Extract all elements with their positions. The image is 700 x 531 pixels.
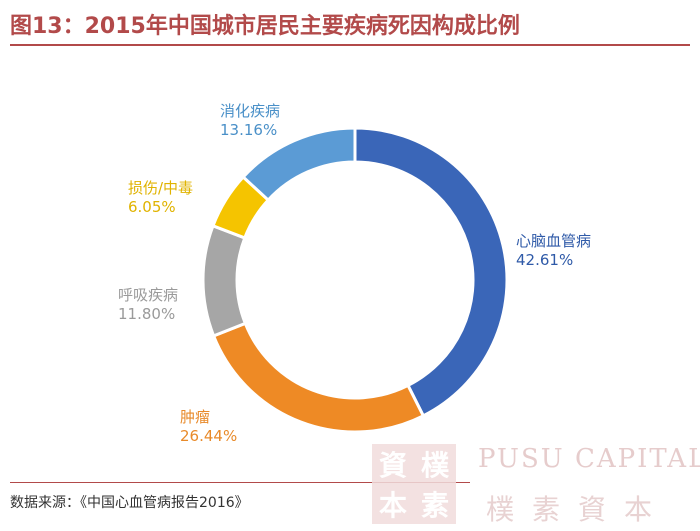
watermark-brand-cn: 樸素資本	[486, 493, 671, 526]
slice-respiratory	[201, 223, 248, 338]
slice-label-respiratory-value: 11.80%	[118, 305, 176, 323]
slice-label-respiratory-name: 呼吸疾病	[118, 286, 179, 304]
source-divider	[10, 482, 470, 483]
slice-label-digestive-value: 13.16%	[220, 121, 278, 139]
seal-char: 資	[378, 449, 407, 482]
slice-label-respiratory: 呼吸疾病 11.80%	[118, 286, 178, 324]
slice-label-tumor: 肿瘤 26.44%	[180, 408, 237, 446]
watermark-brand-en: PUSU CAPITAL	[478, 444, 700, 474]
slice-label-injury-name: 损伤/中毒	[128, 179, 194, 197]
chart-title: 图13：2015年中国城市居民主要疾病死因构成比例	[10, 14, 520, 39]
slice-label-digestive-name: 消化疾病	[220, 102, 281, 120]
data-source-note: 数据来源：《中国心血管病报告2016》	[10, 495, 249, 511]
slice-label-injury-value: 6.05%	[128, 198, 176, 216]
slice-label-tumor-value: 26.44%	[180, 427, 238, 445]
slice-cardiovascular	[353, 126, 509, 418]
seal-char: 樸	[420, 449, 449, 482]
slice-label-cardiovascular-name: 心脑血管病	[516, 232, 592, 250]
slice-digestive	[241, 126, 357, 203]
slice-label-cardiovascular: 心脑血管病 42.61%	[516, 232, 591, 270]
slice-label-injury: 损伤/中毒 6.05%	[128, 179, 193, 217]
seal-char: 素	[420, 489, 449, 522]
watermark-seal: 資 樸 本 素	[372, 444, 456, 524]
slice-label-digestive: 消化疾病 13.16%	[220, 102, 280, 140]
seal-char: 本	[378, 489, 407, 522]
slice-tumor	[211, 321, 426, 434]
slice-label-cardiovascular-value: 42.61%	[516, 251, 574, 269]
title-divider	[10, 44, 690, 46]
slice-label-tumor-name: 肿瘤	[180, 408, 211, 426]
